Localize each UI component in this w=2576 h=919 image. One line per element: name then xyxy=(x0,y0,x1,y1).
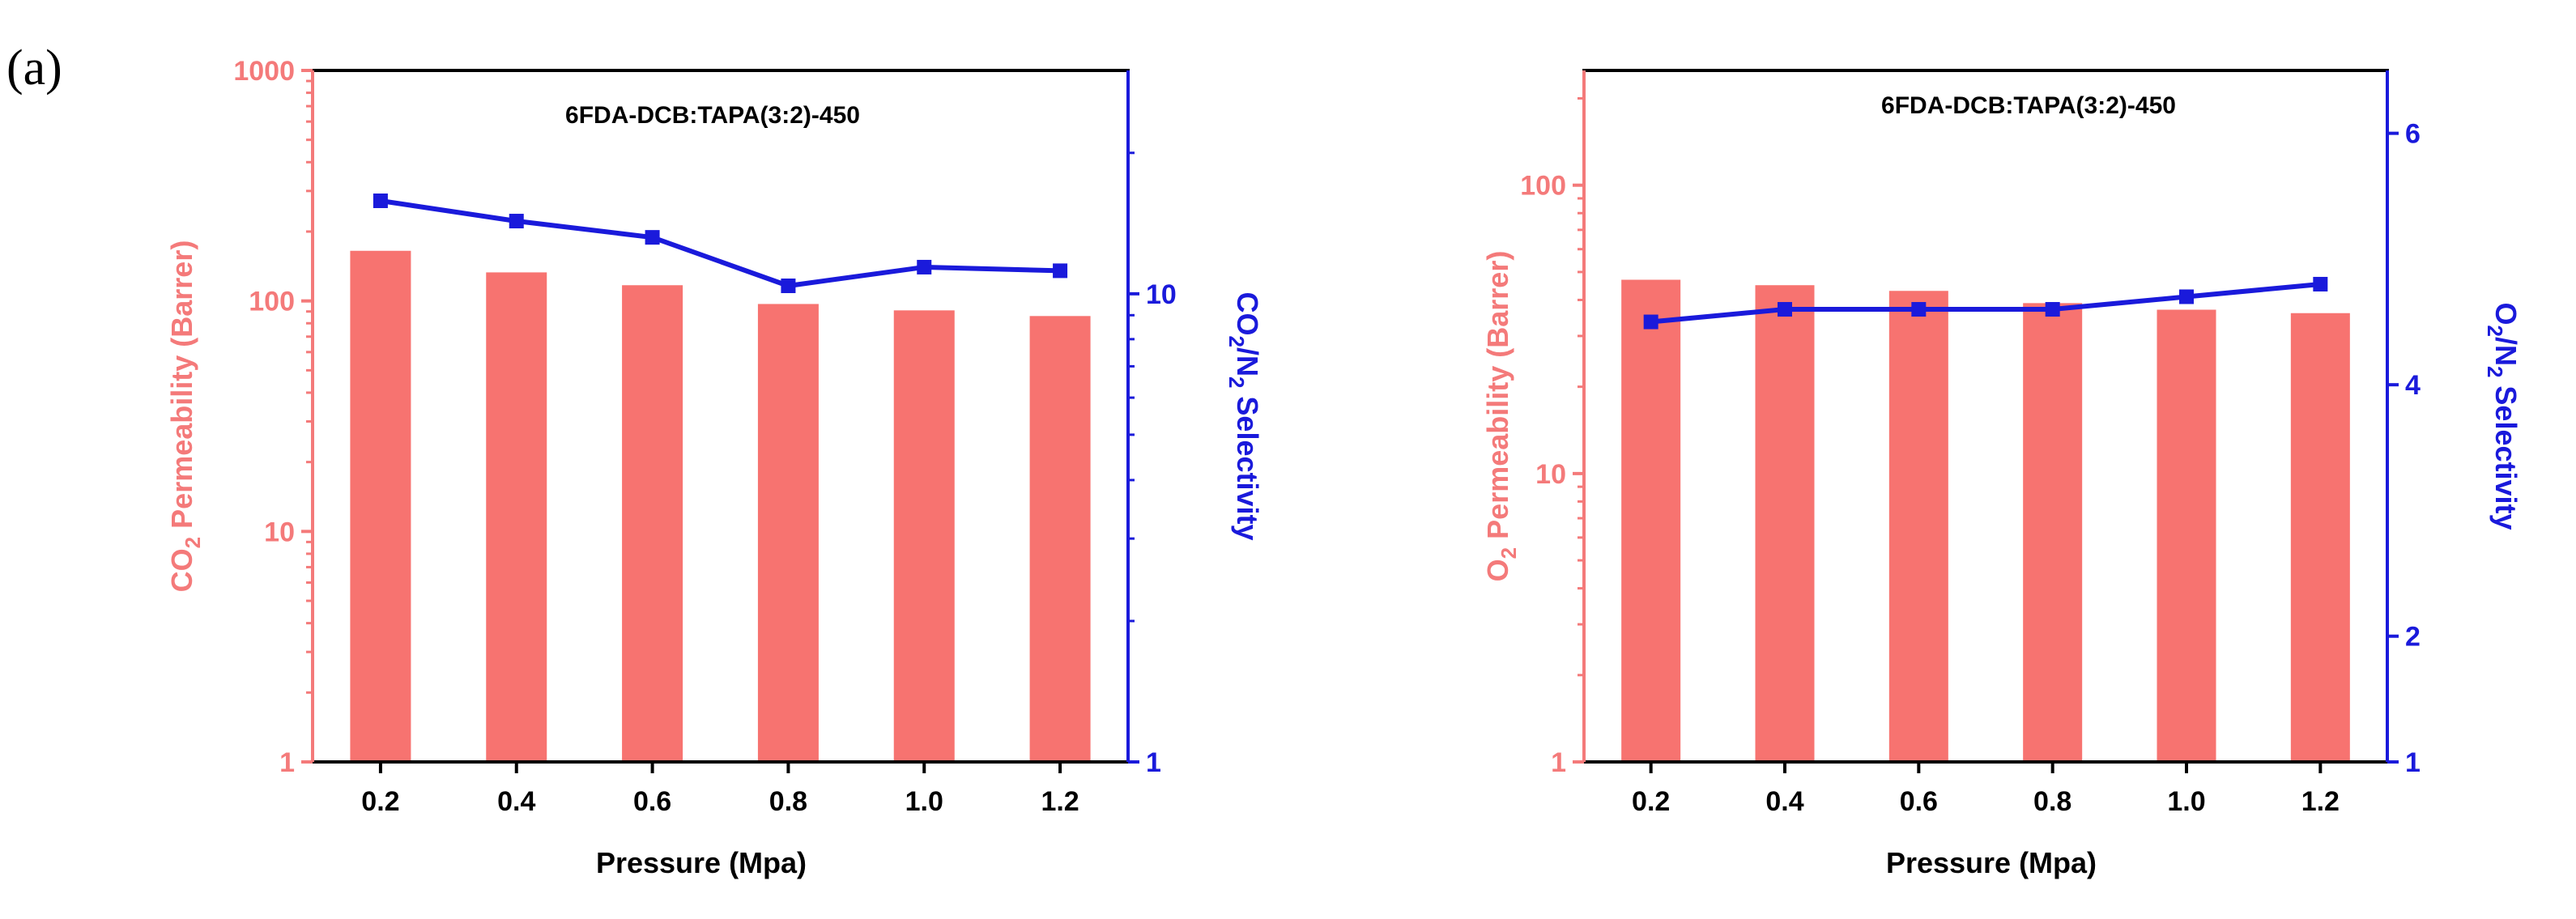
point-1.0 xyxy=(917,259,932,274)
bar-series xyxy=(1621,279,2350,762)
bar-0.6 xyxy=(622,285,683,762)
right-axis-title: CO2/N2 Selectivity xyxy=(1224,291,1264,540)
left-tick-label: 1000 xyxy=(233,56,295,87)
x-axis-ticks: 0.2 0.4 0.6 0.8 1.0 1.2 xyxy=(1632,762,2340,817)
right-tick-label: 1 xyxy=(2405,747,2421,778)
bar-0.4 xyxy=(486,272,547,762)
left-axis-ticks: 1 10 100 1000 xyxy=(233,56,313,778)
selectivity-line xyxy=(380,198,1061,289)
x-axis-title: Pressure (Mpa) xyxy=(1886,846,2097,879)
left-tick-label: 1 xyxy=(279,747,295,778)
left-tick-label: 1 xyxy=(1551,747,1566,778)
left-axis-title-subscript: 2 xyxy=(181,537,205,548)
right-axis-title-c: /N xyxy=(2489,337,2523,366)
bar-0.2 xyxy=(350,250,411,762)
x-tick-label: 0.4 xyxy=(497,786,535,817)
right-axis-title-sub-b: 2 xyxy=(1224,377,1249,388)
left-axis-title-species: O xyxy=(1481,559,1514,581)
right-tick-label: 6 xyxy=(2405,119,2421,150)
left-axis-title-species: CO xyxy=(165,548,198,592)
point-0.8 xyxy=(2045,302,2060,317)
plot-frame xyxy=(1582,69,2389,764)
bar-1.0 xyxy=(2157,309,2216,762)
right-axis-title-e: Selectivity xyxy=(2489,377,2523,530)
left-tick-label: 100 xyxy=(1520,171,1566,202)
right-axis-title-sub-b: 2 xyxy=(2483,366,2507,377)
bar-0.2 xyxy=(1621,279,1681,762)
point-0.4 xyxy=(1778,302,1792,317)
right-axis-title-c: /N xyxy=(1231,347,1264,377)
right-axis-title-a: O xyxy=(2489,302,2523,325)
x-tick-label: 0.8 xyxy=(769,786,807,817)
left-tick-label: 100 xyxy=(249,287,295,317)
point-1.2 xyxy=(1053,263,1068,279)
x-tick-label: 1.0 xyxy=(905,786,943,817)
bar-1.0 xyxy=(893,310,955,763)
left-axis-title-unit: (Barrer) xyxy=(165,240,198,347)
left-axis-title: CO2 Permeability (Barrer) xyxy=(165,240,205,593)
point-1.2 xyxy=(2313,276,2328,291)
right-tick-label: 2 xyxy=(2405,622,2421,653)
x-axis-title: Pressure (Mpa) xyxy=(596,846,807,879)
x-tick-label: 0.4 xyxy=(1765,786,1803,817)
right-axis-title-e: Selectivity xyxy=(1231,388,1264,540)
right-tick-label: 4 xyxy=(2405,370,2421,401)
x-tick-label: 0.6 xyxy=(633,786,671,817)
bar-0.4 xyxy=(1755,285,1815,762)
selectivity-points xyxy=(1643,276,2328,330)
right-axis-title-sub-a: 2 xyxy=(1224,335,1249,347)
x-tick-label: 1.2 xyxy=(1041,786,1079,817)
left-axis-title: O2 Permeability (Barrer) xyxy=(1481,251,1521,582)
right-axis-title-sub-a: 2 xyxy=(2483,325,2507,336)
point-0.2 xyxy=(1643,314,1658,330)
panel-label: (a) xyxy=(6,40,62,96)
selectivity-points xyxy=(373,193,1068,294)
chart-title: 6FDA-DCB:TAPA(3:2)-450 xyxy=(1881,92,2176,119)
x-tick-label: 0.2 xyxy=(1632,786,1670,817)
x-axis-ticks: 0.2 0.4 0.6 0.8 1.0 1.2 xyxy=(361,762,1079,817)
point-0.8 xyxy=(781,279,796,294)
right-axis-ticks: 1 2 4 6 xyxy=(2387,119,2421,778)
point-0.6 xyxy=(1911,302,1927,317)
plot-frame xyxy=(311,69,1130,764)
point-1.0 xyxy=(2179,289,2194,304)
selectivity-line xyxy=(1650,281,2321,325)
x-tick-label: 1.2 xyxy=(2301,786,2340,817)
left-axis-title-unit: (Barrer) xyxy=(1481,251,1514,358)
bar-1.2 xyxy=(1029,316,1091,763)
left-tick-label: 10 xyxy=(264,517,295,547)
left-axis-title-text: Permeability xyxy=(1481,358,1514,547)
x-tick-label: 0.8 xyxy=(2033,786,2071,817)
point-0.6 xyxy=(645,230,660,245)
right-axis-title-a: CO xyxy=(1231,291,1264,335)
right-tick-label: 1 xyxy=(1146,747,1161,778)
left-axis-title-text: Permeability xyxy=(165,347,198,537)
left-axis-ticks: 1 10 100 xyxy=(1520,97,1584,778)
bar-series xyxy=(350,250,1091,763)
right-axis-title: O2/N2 Selectivity xyxy=(2483,302,2523,530)
x-tick-label: 0.6 xyxy=(1900,786,1938,817)
bar-0.8 xyxy=(757,304,819,762)
left-axis-title-subscript: 2 xyxy=(1497,547,1521,559)
point-0.4 xyxy=(509,214,524,229)
bar-0.8 xyxy=(2023,303,2083,762)
bar-1.2 xyxy=(2290,313,2350,762)
chart-title: 6FDA-DCB:TAPA(3:2)-450 xyxy=(565,102,860,129)
chart-left: 6FDA-DCB:TAPA(3:2)-450 1 10 100 1000 1 10 0.… xyxy=(165,56,1264,879)
right-axis-ticks: 1 10 xyxy=(1128,151,1177,778)
point-0.2 xyxy=(373,193,388,208)
left-tick-label: 10 xyxy=(1535,459,1566,490)
right-tick-label: 10 xyxy=(1146,279,1177,310)
bar-0.6 xyxy=(1888,291,1948,762)
x-tick-label: 0.2 xyxy=(361,786,399,817)
x-tick-label: 1.0 xyxy=(2167,786,2205,817)
